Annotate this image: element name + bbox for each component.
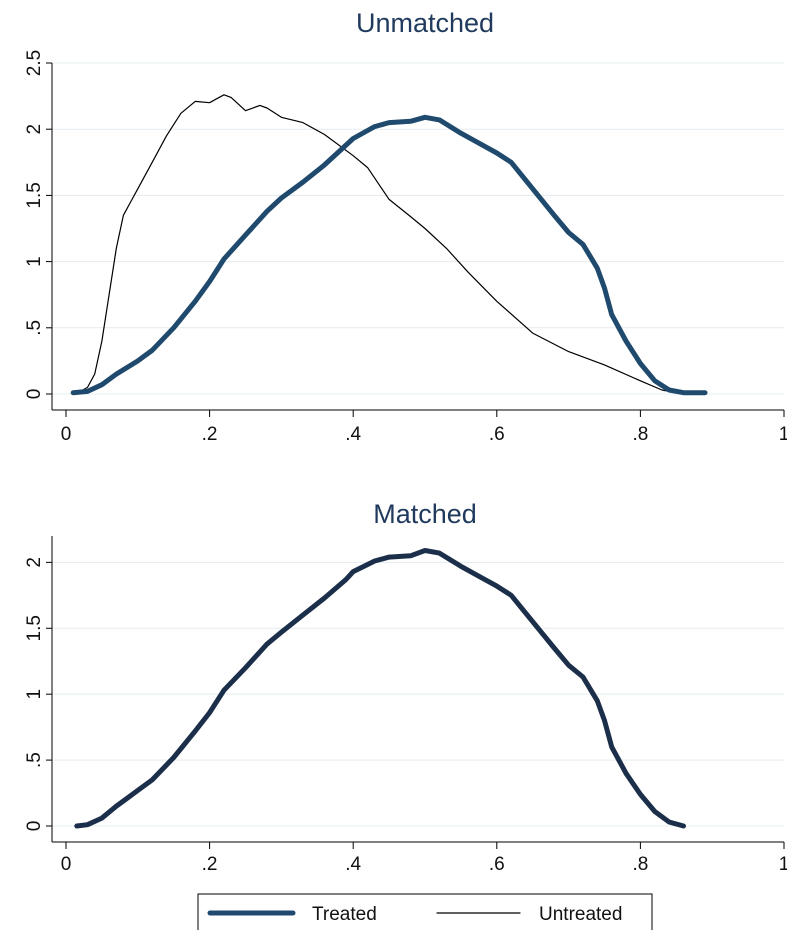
series-line-treated (74, 548, 686, 829)
legend-label-untreated: Untreated (539, 904, 622, 925)
x-tick-label: 1 (779, 854, 787, 875)
y-tick-label: 1 (24, 256, 45, 267)
x-tick-label: 0 (61, 424, 72, 445)
y-tick-label: .5 (24, 752, 45, 768)
x-tick-label: .6 (489, 424, 505, 445)
x-tick-label: .8 (632, 854, 648, 875)
x-tick-label: .4 (345, 854, 361, 875)
y-tick-label: 1 (24, 689, 45, 700)
y-tick-label: 1.5 (24, 615, 45, 641)
x-tick-label: .8 (632, 424, 648, 445)
y-tick-label: 0 (24, 821, 45, 832)
legend: Treated Untreated (197, 893, 653, 930)
panel-matched: Matched 0 .5 1 1.5 2 0 .2 .4 .6 .8 1 (24, 499, 787, 875)
x-tick-label: .6 (489, 854, 505, 875)
chart-title: Matched (373, 499, 477, 529)
y-tick-label: 2 (24, 124, 45, 135)
series-line-treated (70, 114, 708, 396)
y-tick-label: 1.5 (24, 182, 45, 208)
x-tick-label: 1 (779, 424, 787, 445)
chart-title: Unmatched (356, 8, 494, 38)
series-line-untreated (72, 94, 677, 394)
y-tick-label: 2.5 (24, 50, 45, 76)
x-tick-label: .4 (345, 424, 361, 445)
legend-label-treated: Treated (312, 904, 377, 925)
x-tick-label: .2 (202, 424, 218, 445)
y-tick-label: 2 (24, 557, 45, 568)
y-tick-label: 0 (24, 389, 45, 400)
panel-unmatched: Unmatched 0 .5 1 1.5 2 2.5 0 .2 .4 .6 .8 1 (24, 8, 787, 445)
x-tick-label: .2 (202, 854, 218, 875)
y-tick-label: .5 (24, 320, 45, 336)
x-tick-label: 0 (61, 854, 72, 875)
